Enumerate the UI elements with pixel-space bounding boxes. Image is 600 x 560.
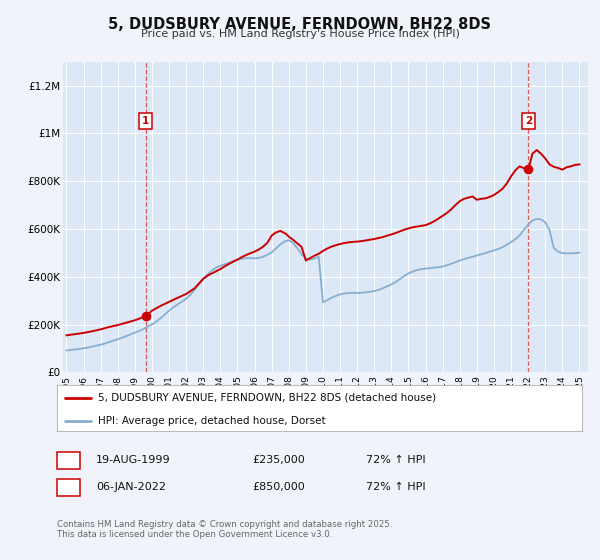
- Text: 2: 2: [525, 116, 532, 127]
- Text: 2: 2: [65, 482, 72, 492]
- Text: 72% ↑ HPI: 72% ↑ HPI: [366, 482, 425, 492]
- Text: £235,000: £235,000: [252, 455, 305, 465]
- Point: [524, 165, 533, 174]
- Text: 5, DUDSBURY AVENUE, FERNDOWN, BH22 8DS (detached house): 5, DUDSBURY AVENUE, FERNDOWN, BH22 8DS (…: [98, 393, 436, 403]
- Text: 1: 1: [142, 116, 149, 127]
- Text: 1: 1: [65, 455, 72, 465]
- Text: 72% ↑ HPI: 72% ↑ HPI: [366, 455, 425, 465]
- Text: 5, DUDSBURY AVENUE, FERNDOWN, BH22 8DS: 5, DUDSBURY AVENUE, FERNDOWN, BH22 8DS: [109, 17, 491, 32]
- Text: Price paid vs. HM Land Registry's House Price Index (HPI): Price paid vs. HM Land Registry's House …: [140, 29, 460, 39]
- Text: HPI: Average price, detached house, Dorset: HPI: Average price, detached house, Dors…: [98, 416, 326, 426]
- Text: £850,000: £850,000: [252, 482, 305, 492]
- Text: Contains HM Land Registry data © Crown copyright and database right 2025.
This d: Contains HM Land Registry data © Crown c…: [57, 520, 392, 539]
- Point: [141, 312, 151, 321]
- Text: 19-AUG-1999: 19-AUG-1999: [96, 455, 170, 465]
- Text: 06-JAN-2022: 06-JAN-2022: [96, 482, 166, 492]
